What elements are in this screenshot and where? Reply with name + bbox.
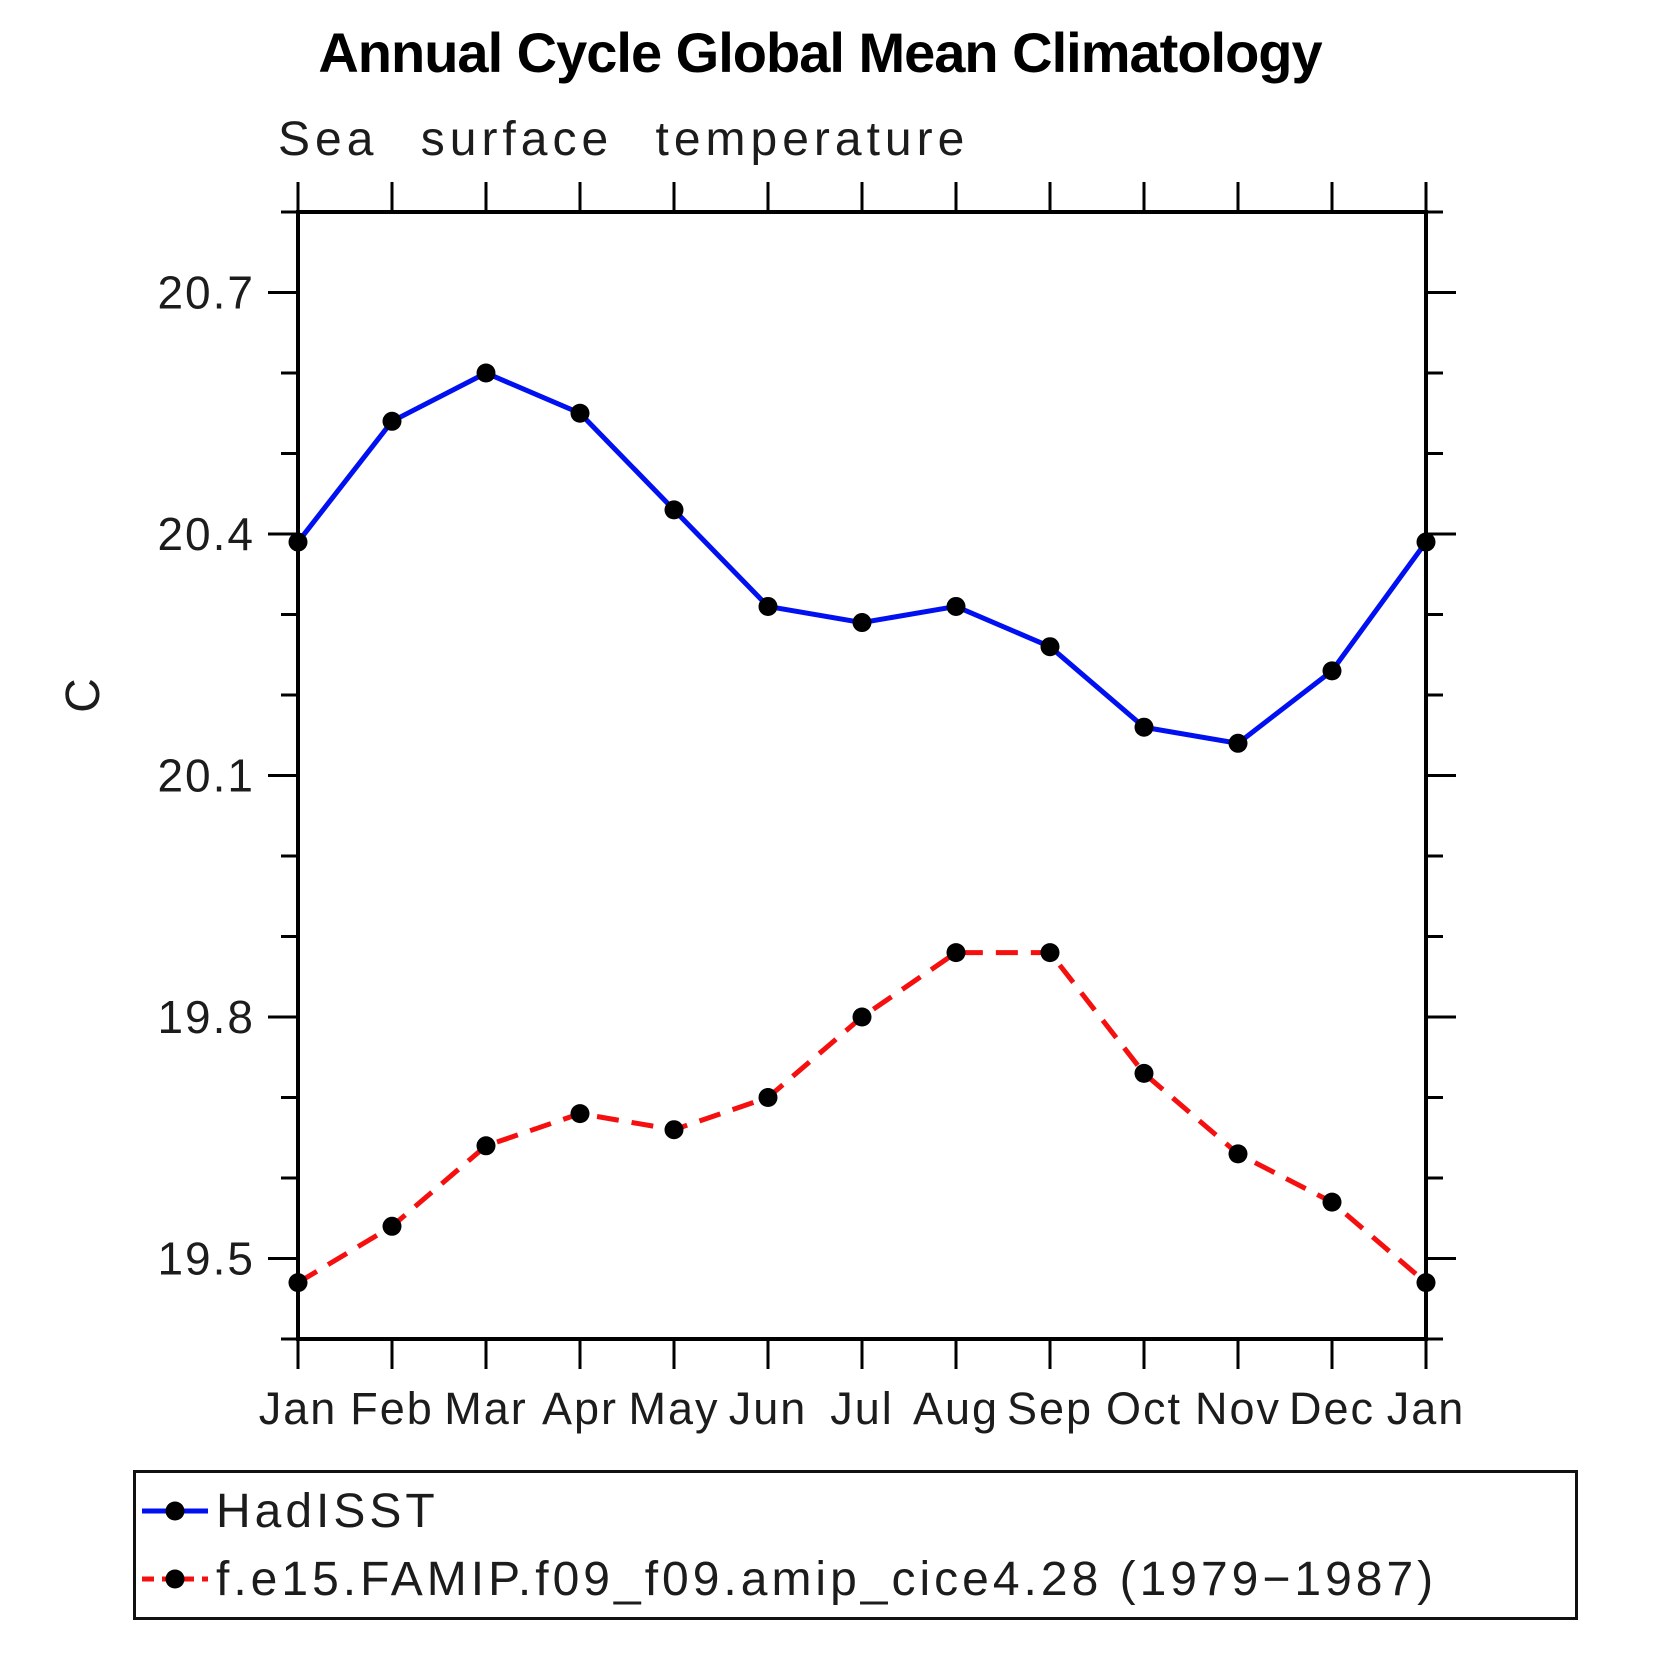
data-point-marker	[570, 403, 590, 423]
data-point-marker	[946, 596, 966, 616]
legend-item-hadisst: HadISST	[140, 1483, 439, 1539]
y-tick-label: 20.7	[157, 267, 255, 319]
data-point-marker	[1228, 733, 1248, 753]
x-tick-label: Jun	[729, 1383, 808, 1434]
series-line-hadisst	[296, 370, 1429, 746]
data-point-marker	[664, 500, 684, 520]
legend-item-model: f.e15.FAMIP.f09_f09.amip_cice4.28 (1979−…	[140, 1551, 1437, 1607]
legend-label-hadisst: HadISST	[216, 1484, 439, 1538]
plot-frame	[296, 210, 1428, 1341]
data-point-marker	[476, 1136, 496, 1156]
y-tick-label: 20.1	[157, 750, 255, 802]
x-tick-label: May	[628, 1383, 719, 1434]
legend-box: HadISST f.e15.FAMIP.f09_f09.amip_cice4.2…	[133, 1470, 1578, 1620]
data-point-marker	[382, 411, 402, 431]
data-point-marker	[1416, 1273, 1436, 1293]
data-point-marker	[758, 1088, 778, 1107]
chart-subtitle: Sea surface temperature	[278, 113, 970, 166]
data-point-marker	[570, 1104, 590, 1124]
data-point-marker	[1040, 943, 1060, 963]
data-point-marker	[852, 1007, 872, 1027]
x-tick-label: Jan	[259, 1383, 338, 1434]
x-tick-label: Jan	[1387, 1383, 1466, 1434]
data-point-marker	[1228, 1144, 1248, 1164]
data-point-marker	[1040, 637, 1060, 657]
x-tick-label: Sep	[1007, 1383, 1093, 1434]
series-line-model	[296, 950, 1428, 1285]
x-tick-label: Feb	[350, 1383, 434, 1434]
data-point-marker	[1134, 1063, 1154, 1083]
legend-line-dashed-icon	[142, 1569, 208, 1589]
x-tick-label: Aug	[913, 1383, 999, 1434]
data-point-marker	[664, 1120, 684, 1140]
x-tick-label: Apr	[542, 1383, 618, 1434]
data-point-marker	[758, 596, 778, 616]
data-point-marker	[1416, 532, 1436, 552]
x-tick-label: Dec	[1289, 1383, 1375, 1434]
legend-label-model: f.e15.FAMIP.f09_f09.amip_cice4.28 (1979−…	[216, 1552, 1438, 1606]
data-point-marker	[1134, 717, 1154, 737]
x-tick-label: Oct	[1106, 1383, 1182, 1434]
data-point-marker	[476, 363, 496, 383]
data-point-marker	[1322, 661, 1342, 681]
y-tick-label: 20.4	[157, 508, 255, 560]
x-tick-label: Nov	[1195, 1383, 1281, 1434]
x-tick-label: Mar	[444, 1383, 528, 1434]
data-point-marker	[288, 1273, 308, 1293]
y-tick-label: 19.5	[157, 1233, 255, 1285]
x-tick-label: Jul	[830, 1383, 894, 1434]
data-point-marker	[946, 943, 966, 963]
data-point-marker	[1322, 1192, 1342, 1212]
legend-line-solid-icon	[142, 1501, 208, 1521]
y-tick-label: 19.8	[157, 991, 255, 1043]
data-point-marker	[288, 532, 308, 552]
data-point-marker	[382, 1216, 402, 1236]
chart-title: Annual Cycle Global Mean Climatology	[318, 21, 1322, 84]
data-point-marker	[852, 613, 872, 633]
